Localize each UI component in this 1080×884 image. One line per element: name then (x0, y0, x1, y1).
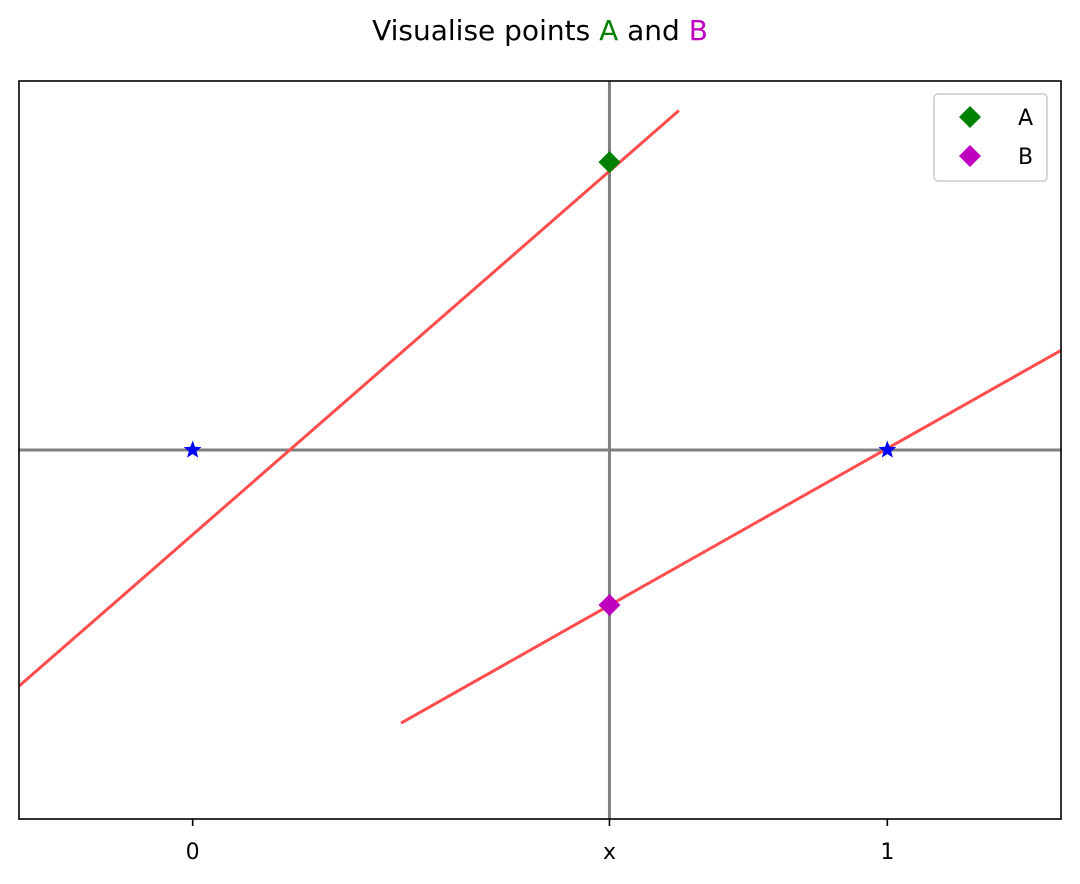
chart-title-prefix: Visualise points (372, 14, 600, 47)
series-layer (19, 109, 1061, 725)
line-series-1 (400, 349, 1061, 725)
legend: AB (933, 93, 1048, 182)
x-tick-label: x (603, 840, 616, 865)
chart-title-middle: and (618, 14, 689, 47)
chart-title-a-label: A (599, 14, 619, 47)
legend-marker-a (959, 106, 981, 128)
legend-marker-b (959, 145, 981, 167)
x-tick-label: 1 (880, 840, 894, 865)
reference-lines (19, 81, 1061, 819)
line-series-0 (19, 109, 680, 688)
point-a (598, 151, 621, 174)
chart-title: Visualise points A and B (0, 14, 1080, 47)
legend-label-b: B (1018, 145, 1033, 170)
plot-frame (18, 80, 1062, 820)
x-axis: 0 x 1 (186, 819, 894, 865)
star-point-0 (183, 440, 202, 458)
chart-title-b-label: B (688, 14, 708, 47)
star-point-1 (878, 440, 897, 458)
x-tick-label: 0 (186, 840, 200, 865)
point-b (598, 593, 621, 616)
legend-label-a: A (1018, 106, 1033, 131)
